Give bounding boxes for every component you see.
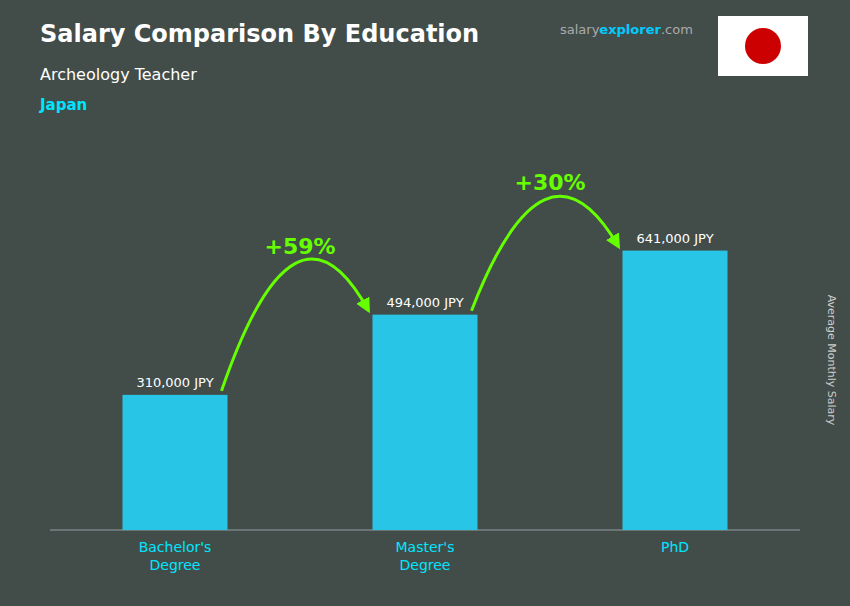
x-tick-label-line: Degree [400, 557, 451, 573]
bars [123, 251, 728, 530]
background [0, 0, 850, 606]
bar [623, 251, 728, 530]
x-tick-label: Bachelor's Degree [139, 539, 212, 573]
chart: Salary Comparison By Education Archeology… [0, 0, 850, 606]
bar [373, 315, 478, 530]
source-part: salary [560, 22, 600, 37]
change-label: +59% [264, 234, 335, 259]
x-tick-label-line: Master's [396, 539, 455, 555]
x-tick-label-line: PhD [661, 539, 689, 555]
change-label: +30% [514, 170, 585, 195]
source: salaryexplorer.com [560, 22, 693, 37]
title: Salary Comparison By Education [40, 20, 479, 48]
bar [123, 395, 228, 530]
source-part: explorer [599, 22, 661, 37]
x-tick-label: PhD [661, 539, 689, 555]
x-tick-label-line: Degree [150, 557, 201, 573]
flag [718, 16, 808, 76]
flag-disc [745, 28, 781, 64]
y-axis-label: Average Monthly Salary [825, 295, 838, 426]
change-arrow [222, 259, 369, 391]
flag-field [718, 16, 808, 76]
country: Japan [39, 96, 87, 114]
subtitle: Archeology Teacher [40, 65, 197, 84]
data-label: 310,000 JPY [136, 375, 213, 390]
change-arrow [472, 196, 619, 310]
data-label: 641,000 JPY [636, 231, 713, 246]
data-label: 494,000 JPY [386, 295, 463, 310]
x-tick-label: Master's Degree [396, 539, 455, 573]
x-tick-label-line: Bachelor's [139, 539, 212, 555]
source-part: .com [661, 22, 693, 37]
